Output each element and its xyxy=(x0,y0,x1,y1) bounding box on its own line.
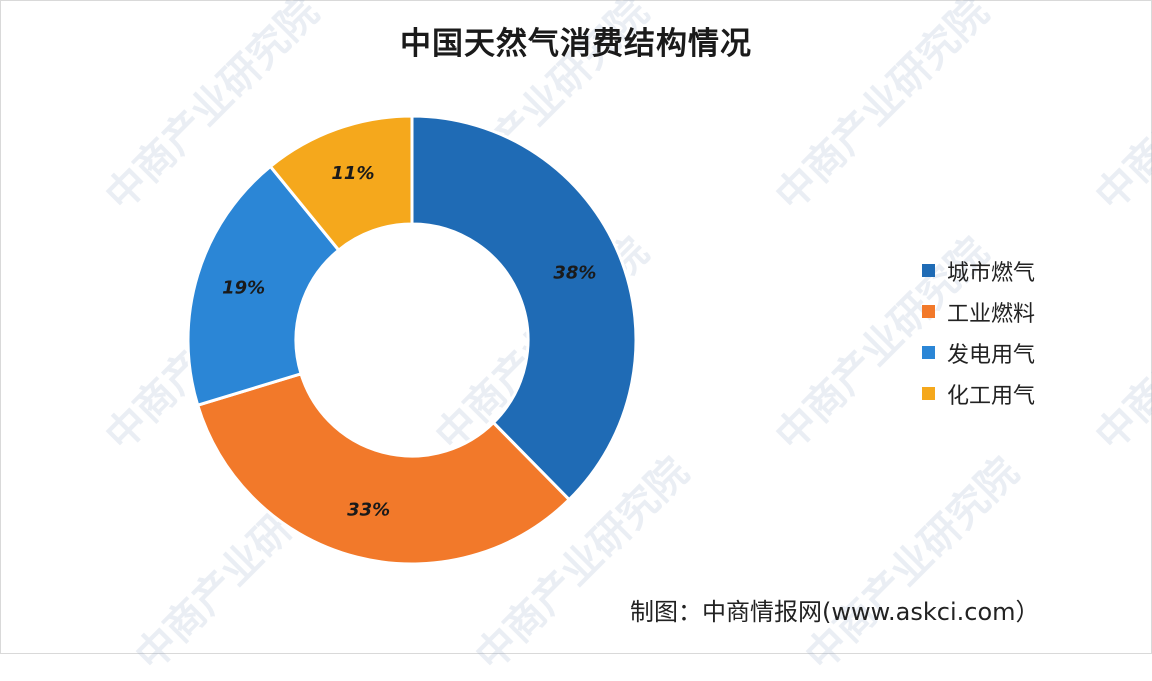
donut-chart: 38% 33% 19% 11% xyxy=(186,114,638,566)
legend-swatch xyxy=(922,387,935,400)
legend-item: 发电用气 xyxy=(922,332,1035,373)
slice-label-1: 38% xyxy=(553,262,596,283)
legend-label: 城市燃气 xyxy=(947,260,1036,286)
source-note: 制图：中商情报网(www.askci.com） xyxy=(630,598,1040,626)
chart-title: 中国天然气消费结构情况 xyxy=(400,26,752,62)
slice-label-3: 19% xyxy=(222,278,265,299)
legend-item: 城市燃气 xyxy=(922,250,1035,291)
legend-swatch xyxy=(922,305,935,318)
slice-2 xyxy=(195,371,572,566)
legend-item: 化工用气 xyxy=(922,373,1035,414)
slice-4 xyxy=(268,114,414,253)
legend-label: 发电用气 xyxy=(947,342,1036,368)
legend-item: 工业燃料 xyxy=(922,291,1035,332)
slice-1 xyxy=(410,114,638,502)
legend-swatch xyxy=(922,346,935,359)
slice-label-2: 33% xyxy=(347,500,390,521)
slice-3 xyxy=(186,164,341,408)
legend-label: 化工用气 xyxy=(947,383,1036,409)
legend-swatch xyxy=(922,264,935,277)
slice-label-4: 11% xyxy=(331,163,374,184)
legend: 城市燃气工业燃料发电用气化工用气 xyxy=(922,250,1035,414)
legend-label: 工业燃料 xyxy=(947,301,1036,327)
